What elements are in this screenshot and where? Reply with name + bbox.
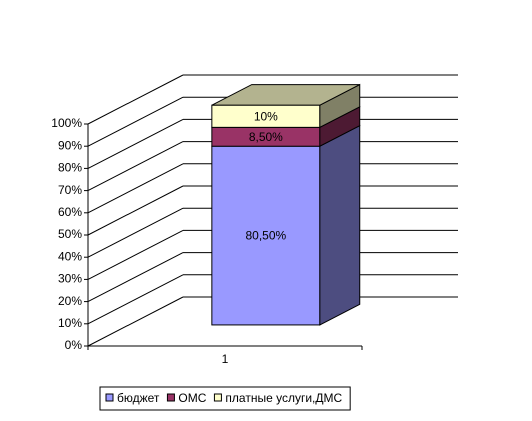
legend: бюджет ОМС платные услуги,ДМС (99, 386, 351, 411)
legend-swatch (105, 393, 114, 402)
y-tick-label: 90% (58, 138, 82, 152)
grid-line (87, 229, 184, 280)
bar-top (211, 84, 360, 106)
grid-line (87, 274, 184, 325)
legend-swatch (166, 393, 175, 402)
data-label: 8,50% (249, 130, 283, 144)
data-label: 10% (254, 109, 278, 123)
legend-swatch (213, 393, 222, 402)
grid-line (87, 96, 184, 147)
grid-line (87, 141, 184, 192)
y-tick-label: 30% (58, 272, 82, 286)
grid-line (87, 207, 184, 258)
grid-line (87, 118, 184, 169)
grid-line (87, 185, 184, 236)
bar-side (319, 124, 361, 326)
legend-label: ОМС (178, 391, 206, 405)
legend-box (99, 386, 351, 411)
legend-label: платные услуги,ДМС (225, 391, 342, 405)
y-tick-label: 0% (65, 338, 83, 352)
y-tick-label: 60% (58, 205, 82, 219)
grid-line (87, 252, 184, 303)
legend-label: бюджет (117, 391, 160, 405)
grid-line (87, 296, 184, 347)
y-tick-label: 20% (58, 294, 82, 308)
grid-line (87, 74, 184, 125)
y-tick-label: 70% (58, 183, 82, 197)
y-tick-label: 100% (51, 116, 82, 130)
y-tick-label: 10% (58, 316, 82, 330)
y-tick-label: 80% (58, 161, 82, 175)
data-label: 80,50% (245, 229, 286, 243)
bar-segment (211, 145, 321, 326)
grid-line (87, 163, 184, 214)
y-tick-label: 40% (58, 249, 82, 263)
x-tick-label: 1 (222, 352, 229, 366)
y-tick-label: 50% (58, 227, 82, 241)
